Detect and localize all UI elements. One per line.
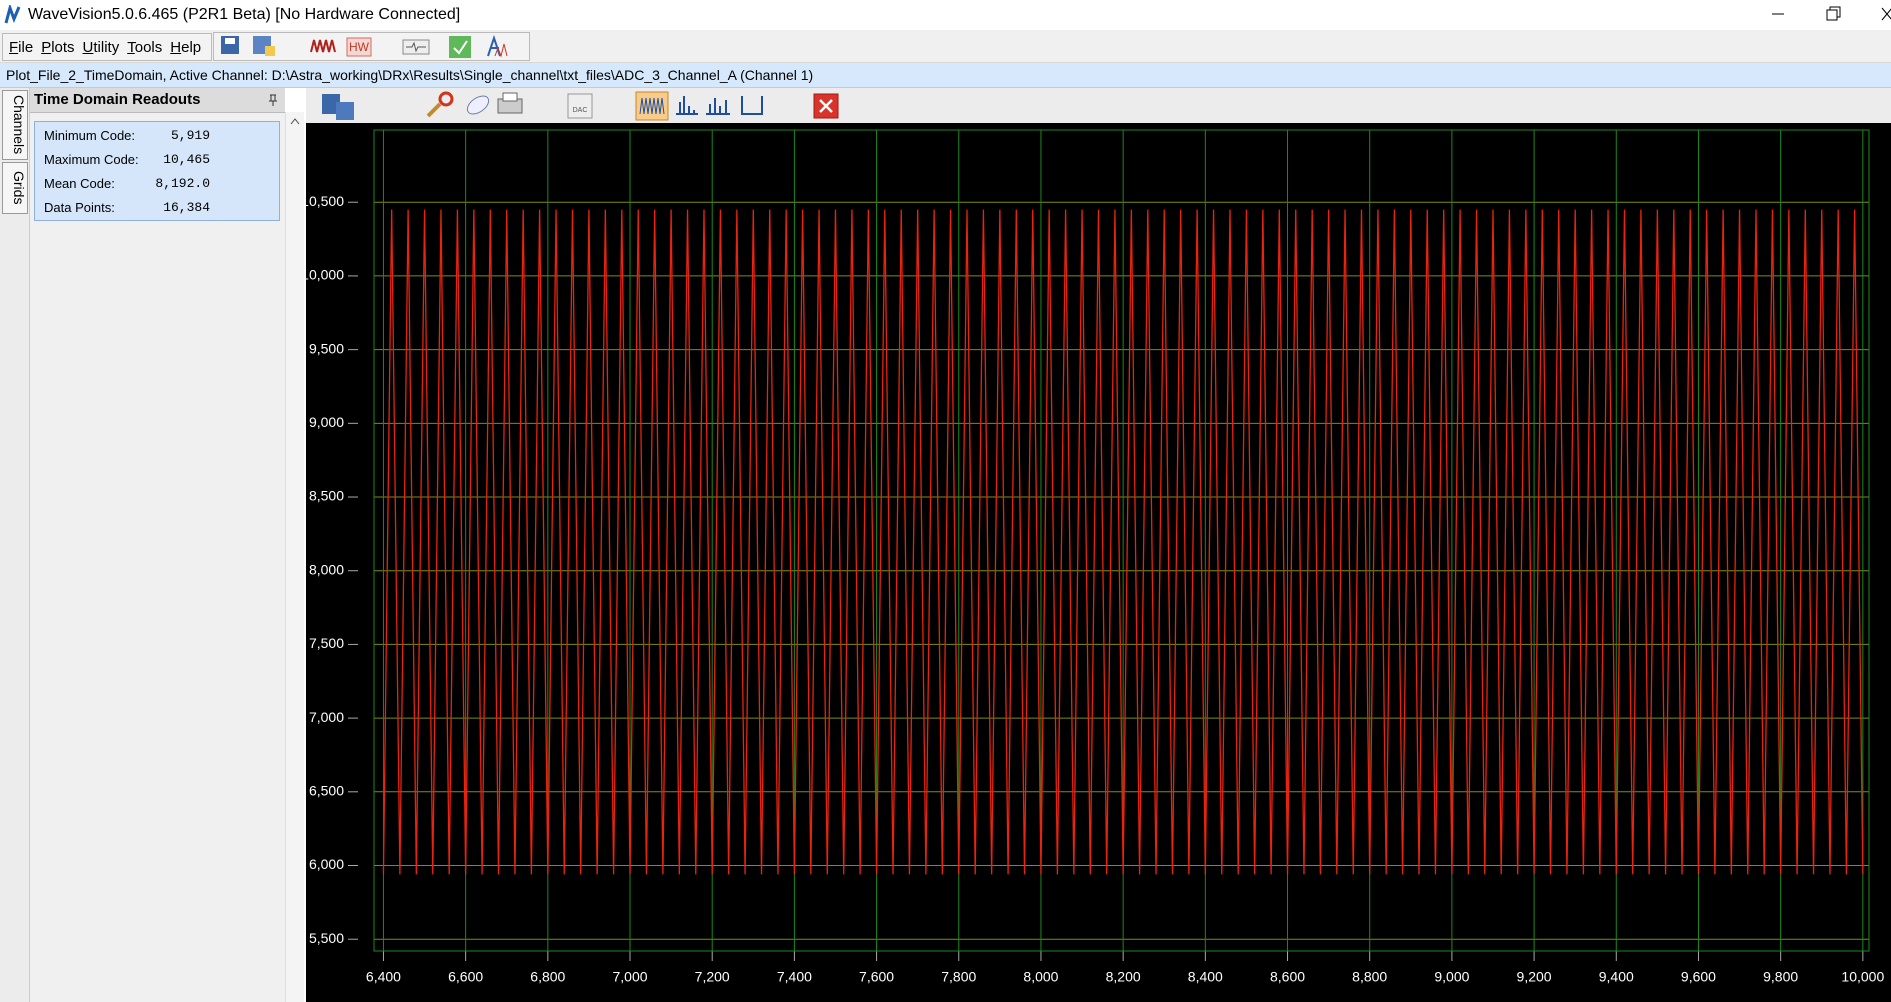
x-tick-label: 6,800 [530, 969, 565, 985]
y-tick-label: 9,500 [309, 340, 344, 356]
x-tick-label: 9,200 [1517, 969, 1552, 985]
x-tick-label: 7,600 [859, 969, 894, 985]
svg-text:HW: HW [349, 40, 370, 54]
scrollbar[interactable] [285, 112, 304, 1002]
side-tab[interactable]: Grids [2, 162, 28, 214]
readout-label: Maximum Code: [44, 152, 139, 167]
readout-label: Data Points: [44, 200, 115, 215]
y-tick-label: 10,000 [306, 267, 344, 283]
y-tick-label: 6,000 [309, 856, 344, 872]
readout-box: Minimum Code: 5,919 Maximum Code: 10,465 Mea… [34, 121, 280, 221]
app-icon [4, 5, 21, 24]
path-bar: Plot_File_2_TimeDomain, Active Channel: … [0, 63, 1891, 88]
side-tab[interactable]: Channels [2, 90, 28, 160]
readout-value: 8,192.0 [155, 176, 210, 191]
readout-value: 10,465 [163, 152, 210, 167]
menu-item[interactable]: Plots [41, 38, 75, 56]
readout-value: 16,384 [163, 200, 210, 215]
menu-item[interactable]: File [9, 38, 34, 56]
y-tick-label: 7,500 [309, 635, 344, 651]
x-tick-label: 7,800 [941, 969, 976, 985]
y-tick-label: 10,500 [306, 193, 344, 209]
menu-item[interactable]: Help [170, 38, 202, 56]
x-tick-label: 9,000 [1434, 969, 1469, 985]
readout-value: 5,919 [170, 128, 210, 143]
x-tick-label: 9,600 [1681, 969, 1716, 985]
readout-label: Mean Code: [44, 176, 115, 191]
plot-toolbar: DAC [306, 88, 1891, 123]
x-tick-label: 6,600 [448, 969, 483, 985]
x-tick-label: 8,600 [1270, 969, 1305, 985]
x-tick-label: 10,000 [1841, 969, 1884, 985]
y-tick-label: 6,500 [309, 783, 344, 799]
x-tick-label: 7,000 [612, 969, 647, 985]
x-tick-label: 8,200 [1106, 969, 1141, 985]
x-tick-label: 8,000 [1023, 969, 1058, 985]
scroll-arrow[interactable] [286, 112, 304, 130]
time-domain-plot: 5,500 6,000 6,500 7,000 7,500 8,000 8,500 9,000… [306, 123, 1891, 1002]
pin-icon[interactable] [266, 93, 280, 107]
panel-header: Time Domain Readouts [30, 88, 285, 113]
active-channel-path: Plot_File_2_TimeDomain, Active Channel: … [6, 67, 814, 83]
x-tick-label: 8,800 [1352, 969, 1387, 985]
x-tick-label: 7,400 [777, 969, 812, 985]
main-toolbar[interactable]: HW [213, 32, 531, 62]
x-tick-label: 7,200 [695, 969, 730, 985]
menu-item[interactable]: Utility [82, 38, 120, 56]
readout-label: Minimum Code: [44, 128, 136, 143]
svg-text:DAC: DAC [573, 107, 588, 114]
readout-panel: Time Domain Readouts Minimum Code: 5,919 M… [30, 88, 285, 1002]
x-tick-label: 8,400 [1188, 969, 1223, 985]
plot-frame [373, 129, 1870, 952]
x-tick-label: 9,800 [1763, 969, 1798, 985]
panel-title: Time Domain Readouts [34, 91, 201, 108]
window-title: WaveVision5.0.6.465 (P2R1 Beta) [No Hard… [28, 6, 461, 23]
y-tick-label: 8,500 [309, 488, 344, 504]
y-tick-label: 7,000 [309, 709, 344, 725]
menu-item[interactable]: Tools [127, 38, 163, 56]
title-bar: WaveVision5.0.6.465 (P2R1 Beta) [No Hard… [0, 0, 1891, 30]
y-tick-label: 9,000 [309, 414, 344, 430]
y-tick-label: 8,000 [309, 561, 344, 577]
side-strip: Channels Grids [0, 88, 30, 1002]
x-tick-label: 6,400 [366, 969, 401, 985]
x-tick-label: 9,400 [1599, 969, 1634, 985]
y-tick-label: 5,500 [309, 930, 344, 946]
window-controls[interactable] [1760, 0, 1891, 30]
plot-background [306, 123, 1891, 1002]
plot-toolbar-icons[interactable]: DAC [306, 88, 846, 123]
menu: File Plots Utility Tools Help [2, 33, 213, 61]
menu-bar: File Plots Utility Tools Help HW [0, 30, 1891, 63]
waveform [382, 209, 1864, 875]
